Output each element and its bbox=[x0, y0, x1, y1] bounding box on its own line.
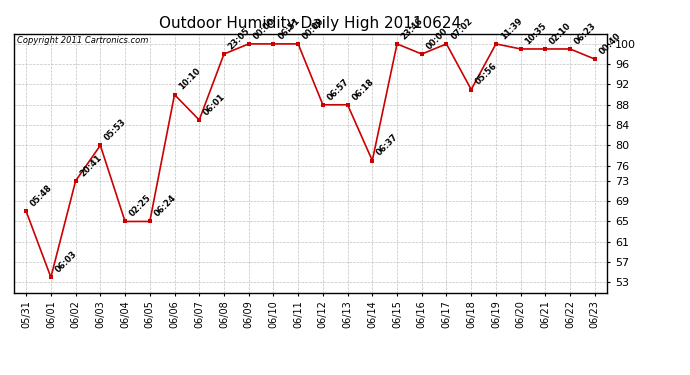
Text: 10:35: 10:35 bbox=[524, 21, 549, 46]
Text: 00:00: 00:00 bbox=[424, 26, 450, 51]
Text: 02:10: 02:10 bbox=[548, 21, 573, 46]
Text: 23:05: 23:05 bbox=[227, 26, 252, 51]
Text: 06:23: 06:23 bbox=[573, 21, 598, 46]
Text: 06:51: 06:51 bbox=[276, 16, 302, 41]
Text: 07:02: 07:02 bbox=[449, 16, 474, 41]
Text: 06:37: 06:37 bbox=[375, 133, 400, 158]
Text: Copyright 2011 Cartronics.com: Copyright 2011 Cartronics.com bbox=[17, 36, 148, 45]
Text: 00:00: 00:00 bbox=[251, 16, 277, 41]
Text: 06:24: 06:24 bbox=[152, 194, 178, 219]
Title: Outdoor Humidity Daily High 20110624: Outdoor Humidity Daily High 20110624 bbox=[159, 16, 462, 31]
Text: 05:53: 05:53 bbox=[103, 117, 128, 142]
Text: 05:56: 05:56 bbox=[474, 62, 500, 87]
Text: 06:57: 06:57 bbox=[326, 77, 351, 102]
Text: 00:00: 00:00 bbox=[301, 16, 326, 41]
Text: 10:10: 10:10 bbox=[177, 67, 202, 92]
Text: 02:25: 02:25 bbox=[128, 194, 153, 219]
Text: 20:41: 20:41 bbox=[79, 153, 103, 178]
Text: 06:03: 06:03 bbox=[54, 249, 79, 274]
Text: 05:48: 05:48 bbox=[29, 183, 54, 209]
Text: 06:01: 06:01 bbox=[202, 92, 227, 117]
Text: 00:40: 00:40 bbox=[598, 31, 622, 56]
Text: 11:39: 11:39 bbox=[499, 16, 524, 41]
Text: 23:46: 23:46 bbox=[400, 16, 425, 41]
Text: 06:18: 06:18 bbox=[351, 77, 375, 102]
